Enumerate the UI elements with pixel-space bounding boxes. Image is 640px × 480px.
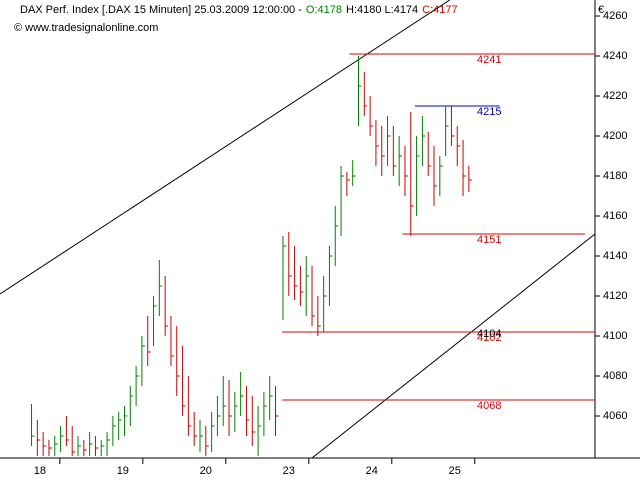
- y-tick-label: 4100: [603, 330, 627, 342]
- chart-title: DAX Perf. Index [.DAX 15 Minuten] 25.03.…: [20, 4, 458, 16]
- y-unit: €: [598, 4, 604, 16]
- subtitle: © www.tradesignalonline.com: [14, 22, 158, 34]
- level-label: 4102: [477, 332, 501, 344]
- x-tick-label: 19: [117, 465, 129, 477]
- x-tick-label: 18: [34, 465, 46, 477]
- x-tick-label: 23: [283, 465, 295, 477]
- level-label: 4151: [477, 234, 501, 246]
- y-tick-label: 4220: [603, 90, 627, 102]
- title-part: H:4180 L:4174: [346, 4, 418, 16]
- y-tick-label: 4140: [603, 250, 627, 262]
- plot-area: [0, 0, 595, 458]
- trendline: [311, 233, 595, 458]
- level-label: 4068: [477, 400, 501, 412]
- level-label: 4241: [477, 54, 501, 66]
- y-tick-label: 4060: [603, 410, 627, 422]
- y-tick-label: 4120: [603, 290, 627, 302]
- level-label: 4215: [477, 106, 501, 118]
- y-tick-label: 4200: [603, 130, 627, 142]
- y-tick-label: 4260: [603, 10, 627, 22]
- x-tick-label: 24: [366, 465, 378, 477]
- y-tick-label: 4180: [603, 170, 627, 182]
- title-part: O:4178: [306, 4, 342, 16]
- x-tick-label: 25: [449, 465, 461, 477]
- x-tick-label: 20: [200, 465, 212, 477]
- y-tick-label: 4080: [603, 370, 627, 382]
- y-tick-label: 4160: [603, 210, 627, 222]
- trendline: [0, 0, 451, 295]
- title-part: DAX Perf. Index [.DAX 15 Minuten] 25.03.…: [20, 4, 302, 16]
- level-label: 4104: [477, 328, 501, 340]
- y-tick-label: 4240: [603, 50, 627, 62]
- title-part: C:4177: [422, 4, 457, 16]
